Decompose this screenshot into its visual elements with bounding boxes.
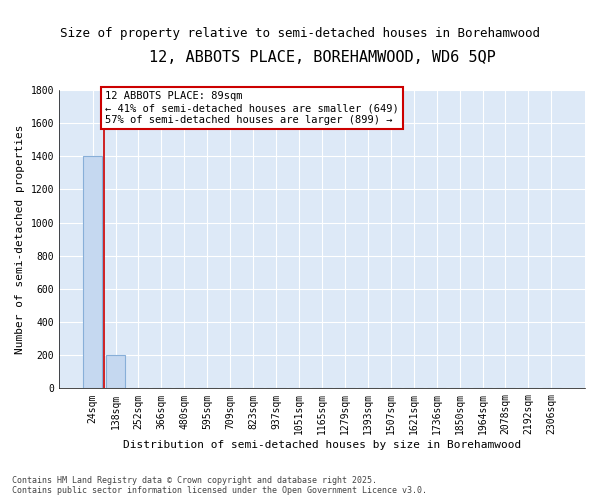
- Bar: [83, 156, 103, 388]
- Bar: [106, 356, 125, 388]
- Title: 12, ABBOTS PLACE, BOREHAMWOOD, WD6 5QP: 12, ABBOTS PLACE, BOREHAMWOOD, WD6 5QP: [149, 50, 496, 65]
- Text: 12 ABBOTS PLACE: 89sqm
← 41% of semi-detached houses are smaller (649)
57% of se: 12 ABBOTS PLACE: 89sqm ← 41% of semi-det…: [105, 92, 399, 124]
- X-axis label: Distribution of semi-detached houses by size in Borehamwood: Distribution of semi-detached houses by …: [123, 440, 521, 450]
- Text: Contains HM Land Registry data © Crown copyright and database right 2025.
Contai: Contains HM Land Registry data © Crown c…: [12, 476, 427, 495]
- Y-axis label: Number of semi-detached properties: Number of semi-detached properties: [15, 124, 25, 354]
- Text: Size of property relative to semi-detached houses in Borehamwood: Size of property relative to semi-detach…: [60, 28, 540, 40]
